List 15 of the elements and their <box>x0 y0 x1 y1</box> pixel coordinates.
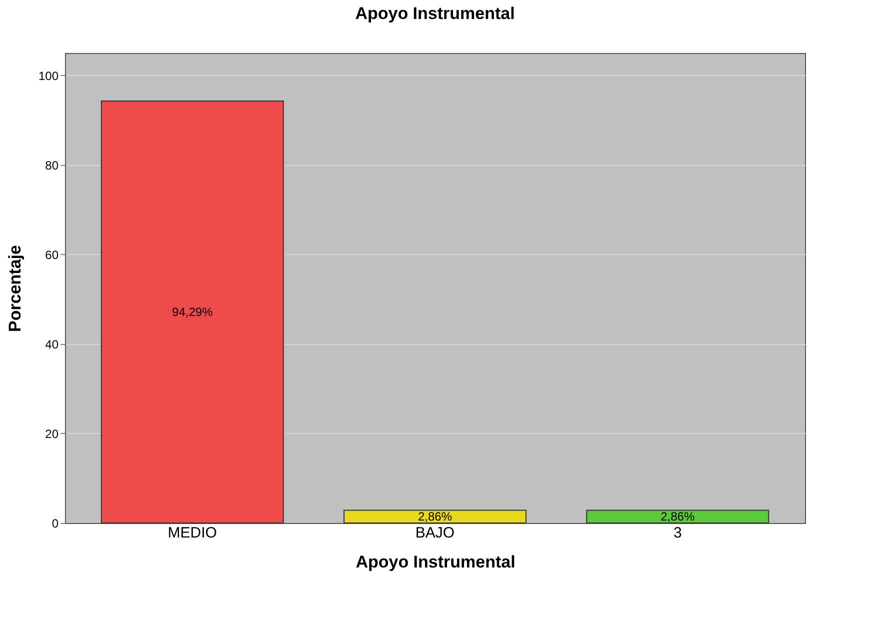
x-tick-label: BAJO <box>415 524 455 542</box>
x-tick-label: MEDIO <box>168 524 217 542</box>
data-label: 2,86% <box>660 510 695 524</box>
y-tick-label: 100 <box>38 68 59 83</box>
data-label: 94,29% <box>172 304 214 319</box>
y-tick-label: 0 <box>52 516 59 530</box>
y-tick-label: 40 <box>45 337 59 352</box>
x-tick-label: 3 <box>673 524 682 542</box>
data-label: 2,86% <box>418 510 452 524</box>
y-tick-label: 60 <box>45 248 59 262</box>
x-axis-title: Apoyo Instrumental <box>356 552 516 572</box>
chart-title: Apoyo Instrumental <box>355 4 515 23</box>
y-tick-label: 20 <box>45 426 59 441</box>
y-axis-title: Porcentaje <box>5 245 24 332</box>
y-tick-label: 80 <box>45 158 59 172</box>
